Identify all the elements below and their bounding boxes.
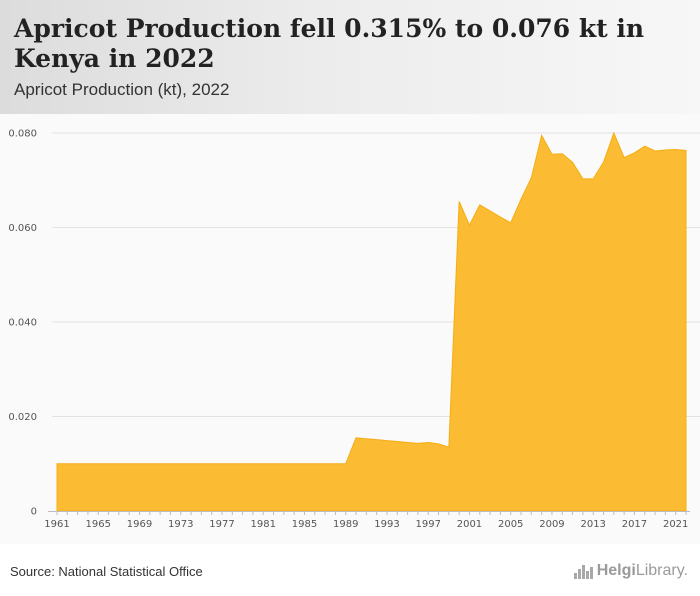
x-tick-label: 1993 (374, 519, 399, 530)
x-tick-label: 2009 (539, 519, 564, 530)
y-tick-label: 0.020 (8, 412, 37, 423)
x-tick-label: 1997 (415, 519, 440, 530)
x-tick-label: 2021 (663, 519, 688, 530)
x-tick-label: 2013 (580, 519, 605, 530)
x-tick-label: 1969 (127, 519, 152, 530)
x-tick-label: 2005 (498, 519, 523, 530)
series-area (56, 131, 687, 512)
x-axis: 1961 1965 1969 1973 1977 1981 1985 1989 1993 1997… (44, 511, 690, 530)
x-tick-label: 2017 (622, 519, 647, 530)
y-tick-label: 0 (31, 507, 37, 518)
chart-subtitle: Apricot Production (kt), 2022 (14, 80, 230, 99)
y-tick-label: 0.060 (8, 223, 37, 234)
x-tick-label: 1965 (86, 519, 111, 530)
x-tick-label: 1985 (292, 519, 317, 530)
helgi-library-logo[interactable]: HelgiLibrary. (573, 562, 688, 580)
area-series (56, 131, 687, 512)
x-tick-label: 1977 (209, 519, 234, 530)
x-tick-label: 2001 (457, 519, 482, 530)
y-tick-label: 0.080 (8, 129, 37, 140)
y-tick-label: 0.040 (8, 318, 37, 329)
bar-chart-icon (573, 563, 593, 579)
x-tick-label: 1961 (44, 519, 69, 530)
logo-text: HelgiLibrary. (596, 562, 688, 579)
y-axis: 0 0.020 0.040 0.060 0.080 (8, 129, 37, 518)
x-tick-label: 1973 (168, 519, 193, 530)
header-band: Apricot Production fell 0.315% to 0.076 … (0, 0, 700, 114)
x-tick-label: 1981 (251, 519, 276, 530)
x-tick-label: 1989 (333, 519, 358, 530)
source-note: Source: National Statistical Office (10, 564, 203, 579)
page-title: Apricot Production fell 0.315% to 0.076 … (14, 14, 645, 73)
